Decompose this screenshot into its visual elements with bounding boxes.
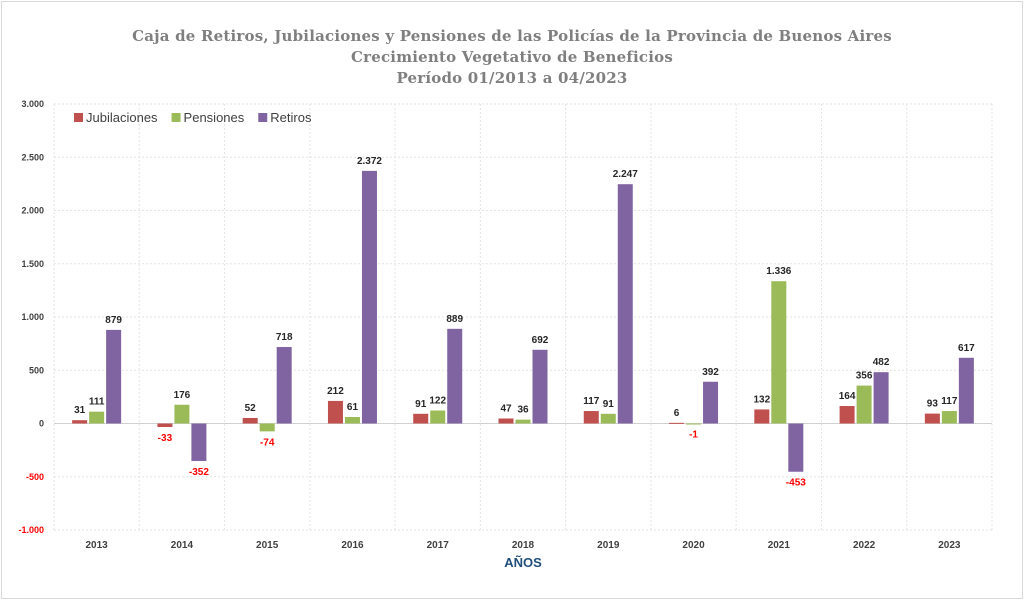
x-tick-label: 2015 [256, 540, 279, 551]
y-tick-label: -500 [26, 472, 44, 482]
data-label: 36 [517, 405, 529, 416]
y-tick-label: -1.000 [18, 525, 44, 535]
bar-jubilaciones [754, 409, 770, 424]
x-axis-title: AÑOS [504, 555, 542, 570]
data-label: 47 [500, 403, 512, 414]
data-label: 176 [174, 390, 191, 401]
bar-retiros [788, 423, 804, 472]
legend-label-jubilaciones: Jubilaciones [86, 110, 158, 125]
bar-jubilaciones [498, 418, 514, 424]
chart-subtitle: Crecimiento Vegetativo de Beneficios [350, 48, 673, 66]
bar-pensiones [515, 419, 531, 424]
x-tick-label: 2017 [427, 540, 450, 551]
data-label: -453 [786, 478, 806, 489]
x-tick-label: 2022 [853, 540, 876, 551]
data-label: 482 [873, 357, 890, 368]
x-tick-label: 2016 [341, 540, 364, 551]
bar-retiros [447, 328, 463, 424]
chart-title: Caja de Retiros, Jubilaciones y Pensione… [132, 27, 892, 45]
bar-pensiones [89, 411, 105, 424]
x-tick-label: 2023 [938, 540, 961, 551]
data-label: 718 [276, 332, 293, 343]
bar-jubilaciones [327, 400, 343, 424]
data-label: 2.247 [613, 169, 638, 180]
bar-retiros [361, 170, 377, 424]
legend-swatch-retiros [258, 113, 268, 122]
legend-swatch-jubilaciones [74, 113, 83, 122]
data-label: 1.336 [766, 266, 791, 277]
data-label: 31 [74, 405, 86, 416]
legend-label-retiros: Retiros [270, 110, 312, 125]
legend-swatch-pensiones [171, 113, 181, 122]
bar-jubilaciones [839, 406, 855, 424]
data-label: 117 [583, 396, 600, 407]
y-tick-label: 1.000 [21, 312, 44, 322]
data-label: 91 [415, 399, 427, 410]
x-tick-label: 2019 [597, 540, 620, 551]
y-tick-label: 1.500 [21, 259, 44, 269]
bar-retiros [106, 329, 122, 424]
data-label: 617 [958, 343, 975, 354]
data-label: 356 [856, 371, 873, 382]
bar-pensiones [771, 281, 787, 424]
y-tick-label: 2.000 [21, 206, 44, 216]
x-tick-label: 2018 [512, 540, 535, 551]
bar-jubilaciones [924, 413, 940, 424]
x-tick-label: 2020 [682, 540, 705, 551]
bar-pensiones [600, 413, 616, 424]
y-tick-label: 2.500 [21, 152, 44, 162]
data-label: -352 [189, 467, 209, 478]
data-label: 132 [753, 394, 770, 405]
data-label: 692 [532, 335, 549, 346]
bar-pensiones [259, 423, 275, 432]
bar-retiros [873, 372, 889, 424]
data-label: 392 [702, 367, 719, 378]
data-label: -33 [158, 433, 173, 444]
bar-pensiones [344, 417, 360, 424]
data-label: 212 [327, 386, 344, 397]
bar-jubilaciones [242, 417, 258, 424]
data-label: 889 [446, 314, 463, 325]
y-tick-label: 500 [29, 365, 44, 375]
data-label: 91 [603, 399, 615, 410]
x-tick-label: 2013 [86, 540, 109, 551]
legend-label-pensiones: Pensiones [184, 110, 245, 125]
bar-retiros [703, 381, 719, 424]
bar-jubilaciones [583, 411, 599, 424]
chart-period: Período 01/2013 a 04/2023 [396, 69, 628, 87]
data-label: 111 [89, 397, 105, 408]
data-label: 879 [105, 315, 122, 326]
bar-jubilaciones [413, 413, 429, 424]
x-tick-label: 2014 [171, 540, 194, 551]
y-tick-label: 0 [39, 419, 44, 429]
bar-pensiones [856, 385, 872, 424]
x-tick-label: 2021 [768, 540, 791, 551]
bar-retiros [191, 423, 207, 461]
data-label: 61 [347, 402, 359, 413]
data-label: 117 [941, 396, 958, 407]
bar-pensiones [941, 411, 957, 424]
bar-jubilaciones [669, 422, 685, 424]
bar-jubilaciones [157, 423, 173, 428]
bar-retiros [276, 347, 292, 424]
bar-retiros [617, 184, 633, 424]
bar-jubilaciones [72, 420, 88, 424]
data-label: 122 [429, 396, 446, 407]
bar-retiros [958, 357, 974, 424]
bar-pensiones [686, 423, 702, 425]
bar-pensiones [430, 410, 446, 424]
data-label: -74 [260, 437, 275, 448]
data-label: 93 [927, 399, 939, 410]
bar-retiros [532, 349, 548, 424]
y-tick-label: 3.000 [21, 99, 44, 109]
data-label: 52 [245, 403, 257, 414]
bar-pensiones [174, 404, 190, 424]
data-label: 6 [674, 408, 680, 419]
data-label: -1 [689, 430, 698, 441]
data-label: 164 [839, 391, 856, 402]
data-label: 2.372 [357, 156, 382, 167]
